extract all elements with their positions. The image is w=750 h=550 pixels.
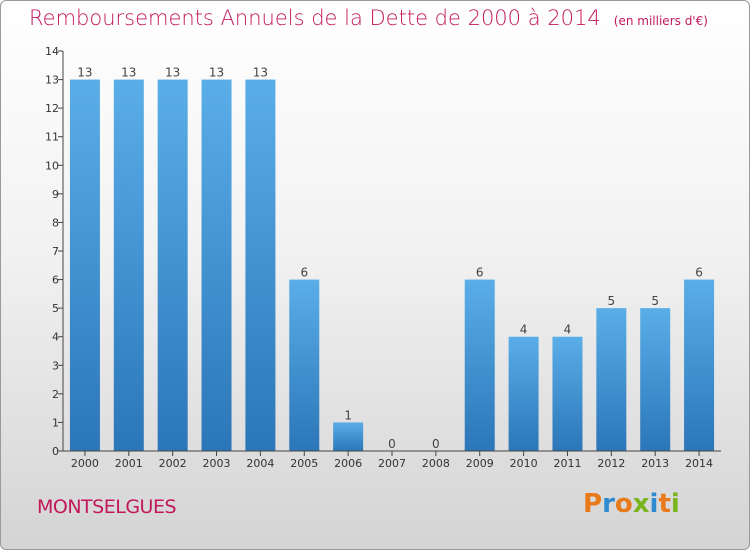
data-label: 5 — [608, 294, 616, 308]
x-tick-label: 2012 — [597, 457, 625, 470]
chart-title-text: Remboursements Annuels de la Dette de 20… — [29, 6, 601, 30]
y-tick-label: 7 — [52, 245, 59, 258]
bar-2005 — [289, 279, 320, 451]
proxiti-logo: Proxiti — [583, 489, 680, 519]
y-tick-label: 3 — [52, 359, 59, 372]
bar-2013 — [640, 308, 671, 451]
data-label: 13 — [77, 66, 92, 80]
y-tick-label: 11 — [45, 131, 59, 144]
y-tick-label: 10 — [45, 159, 59, 172]
y-tick-label: 5 — [52, 302, 59, 315]
bar-2014 — [684, 279, 715, 451]
chart-unit: (en milliers d'€) — [613, 14, 708, 28]
data-label: 13 — [253, 66, 268, 80]
data-label: 1 — [344, 408, 352, 422]
x-tick-label: 2011 — [553, 457, 581, 470]
logo-letter: x — [632, 489, 650, 519]
logo-letter: r — [602, 489, 615, 519]
bar-2012 — [596, 308, 627, 451]
bar-2010 — [508, 336, 539, 451]
commune-name: MONTSELGUES — [37, 496, 177, 518]
x-tick-label: 2013 — [641, 457, 669, 470]
data-label: 6 — [695, 266, 703, 280]
data-label: 6 — [300, 266, 308, 280]
bar-2004 — [245, 79, 276, 452]
x-tick-label: 2000 — [71, 457, 99, 470]
x-tick-label: 2003 — [203, 457, 231, 470]
x-tick-label: 2014 — [685, 457, 713, 470]
logo-letter: P — [583, 489, 603, 519]
y-tick-label: 13 — [45, 74, 59, 87]
logo-letter: i — [670, 489, 680, 519]
bar-2011 — [552, 336, 583, 451]
bar-2003 — [201, 79, 232, 452]
y-tick-label: 0 — [52, 445, 59, 458]
x-tick-label: 2009 — [466, 457, 494, 470]
bars: 13 13 13 13 13 6 1 0 0 6 4 4 5 5 6 — [69, 66, 715, 452]
bar-2009 — [464, 279, 495, 451]
x-tick-label: 2005 — [290, 457, 318, 470]
y-tick-label: 6 — [52, 274, 59, 287]
y-tick-label: 2 — [52, 388, 59, 401]
x-tick-label: 2010 — [510, 457, 538, 470]
data-label: 13 — [121, 66, 136, 80]
logo-letter: t — [658, 489, 671, 519]
data-label: 0 — [432, 437, 440, 451]
data-label: 4 — [564, 323, 572, 337]
x-tick-label: 2002 — [159, 457, 187, 470]
data-label: 13 — [209, 66, 224, 80]
y-tick-label: 1 — [52, 416, 59, 429]
y-tick-label: 8 — [52, 216, 59, 229]
y-tick-label: 9 — [52, 188, 59, 201]
bar-2006 — [333, 422, 364, 451]
x-tick-label: 2004 — [246, 457, 274, 470]
x-tick-label: 2001 — [115, 457, 143, 470]
bar-2001 — [113, 79, 144, 452]
data-label: 0 — [388, 437, 396, 451]
bar-2002 — [157, 79, 188, 452]
data-label: 13 — [165, 66, 180, 80]
chart-title: Remboursements Annuels de la Dette de 20… — [29, 6, 708, 30]
y-tick-label: 14 — [45, 45, 59, 58]
logo-letter: i — [649, 489, 659, 519]
y-tick-label: 12 — [45, 102, 59, 115]
logo-letter: o — [614, 489, 633, 519]
bar-2000 — [69, 79, 100, 452]
x-tick-label: 2006 — [334, 457, 362, 470]
data-label: 5 — [651, 294, 659, 308]
x-tick-label: 2008 — [422, 457, 450, 470]
data-label: 4 — [520, 323, 528, 337]
data-label: 6 — [476, 266, 484, 280]
x-tick-label: 2007 — [378, 457, 406, 470]
x-axis: 2000 2001 2002 2003 2004 2005 2006 2007 2008 2009… — [63, 450, 721, 470]
y-tick-label: 4 — [52, 331, 59, 344]
